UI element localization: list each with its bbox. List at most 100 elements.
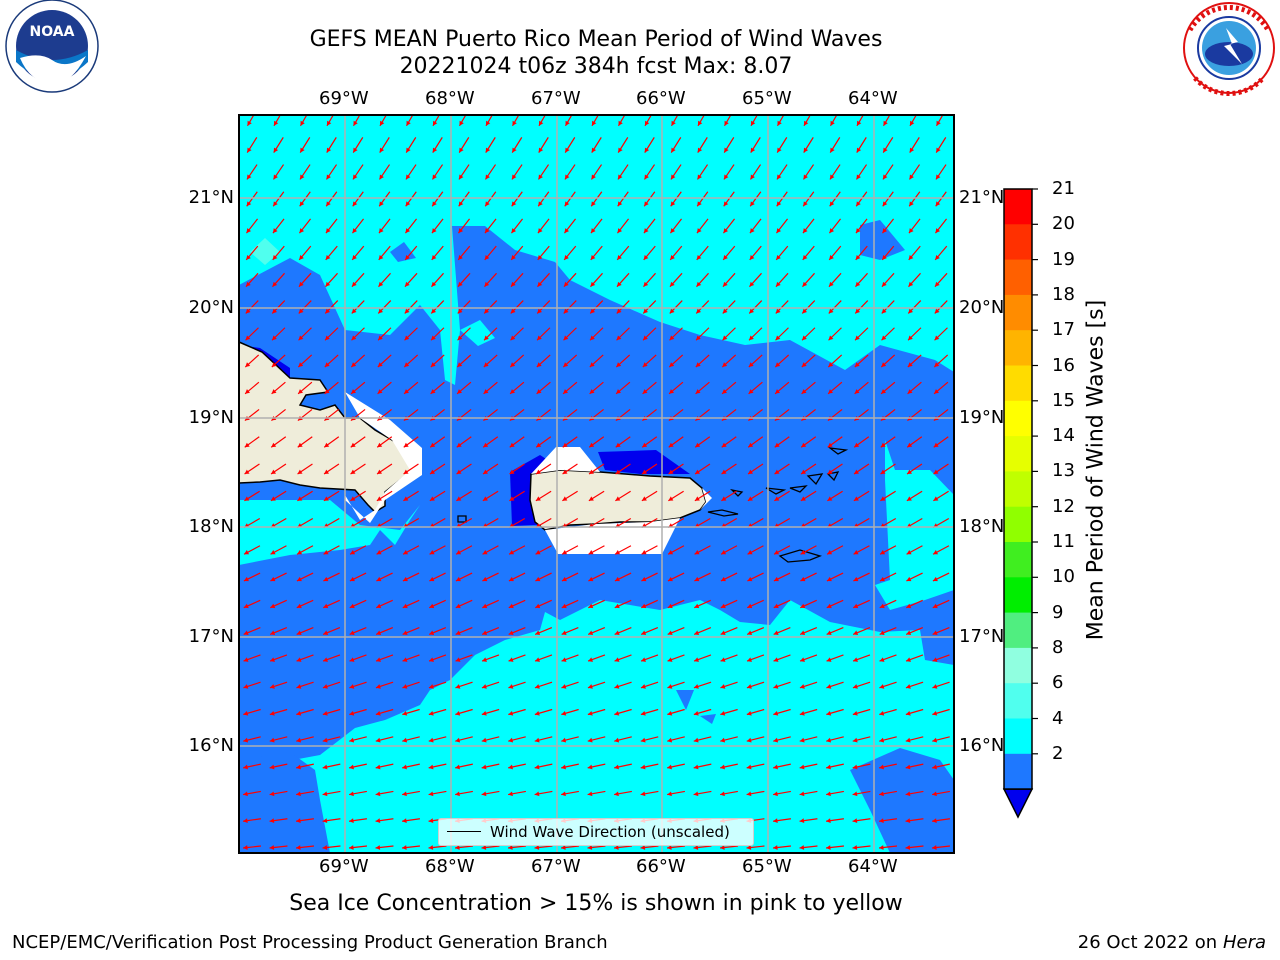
- wind-arrow-head: [800, 657, 805, 662]
- wind-arrow-head: [854, 469, 860, 475]
- wind-arrow-head: [932, 710, 938, 716]
- wind-arrow-head: [323, 603, 329, 609]
- wind-arrow-head: [773, 576, 779, 582]
- ocean-region-mid-patch-3: [390, 242, 416, 262]
- wind-arrow-head: [456, 550, 462, 555]
- wind-arrow-head: [298, 308, 304, 314]
- wind-arrow-head: [856, 201, 861, 207]
- wind-arrow-head: [803, 120, 809, 126]
- wind-arrow-head: [405, 174, 411, 180]
- legend: Wind Wave Direction (unscaled): [438, 818, 754, 846]
- wind-arrow-head: [509, 469, 515, 475]
- wind-arrow-head: [300, 147, 305, 153]
- lon-tick-label: 66°W: [636, 856, 686, 877]
- wind-arrow-head: [697, 147, 703, 153]
- wind-arrow-head: [773, 684, 779, 689]
- wind-arrow-head: [245, 281, 251, 287]
- wind-arrow-head: [828, 389, 834, 394]
- wind-arrow-head: [565, 120, 570, 126]
- wind-arrow-head: [589, 469, 595, 475]
- wind-arrow-head: [773, 764, 778, 770]
- wind-arrow-head: [803, 174, 808, 180]
- wind-arrow-head: [587, 737, 593, 743]
- wind-arrow-head: [720, 576, 726, 582]
- wind-arrow-head: [880, 496, 886, 501]
- wind-arrow-head: [853, 630, 859, 635]
- lat-tick-label: 17°N: [959, 626, 1005, 647]
- wind-arrow-head: [933, 469, 939, 475]
- wind-arrow-head: [747, 657, 752, 662]
- wind-arrow-head: [826, 630, 832, 635]
- wind-arrow-head: [481, 710, 487, 716]
- wind-arrow-head: [459, 120, 464, 126]
- wind-arrow-head: [591, 120, 597, 126]
- wind-arrow-head: [724, 147, 729, 153]
- wind-arrow-head: [669, 335, 675, 341]
- wind-arrow-head: [481, 764, 487, 770]
- wind-arrow-head: [828, 281, 834, 287]
- ocean-region-dark-2: [598, 450, 690, 474]
- wind-arrow-head: [349, 791, 354, 797]
- wind-arrow-head: [325, 254, 331, 260]
- wind-arrow-head: [616, 389, 622, 394]
- wind-arrow-head: [243, 791, 248, 797]
- wind-arrow-head: [297, 550, 303, 555]
- wind-arrow-head: [852, 818, 858, 824]
- wind-arrow-head: [561, 657, 567, 662]
- wind-arrow-head: [351, 335, 357, 341]
- wind-arrow-head: [935, 201, 941, 207]
- wind-arrow-head: [670, 254, 675, 260]
- wind-arrow-head: [722, 362, 728, 368]
- colorbar-band: [1004, 330, 1032, 366]
- wind-arrow-head: [269, 818, 275, 824]
- wind-arrow-head: [934, 362, 940, 368]
- wind-arrow-head: [269, 710, 275, 716]
- wind-arrow-head: [826, 657, 832, 662]
- colorbar-band: [1004, 506, 1032, 543]
- wind-arrow-head: [827, 469, 833, 475]
- wind-arrow-head: [747, 630, 753, 635]
- wind-arrow-head: [720, 737, 726, 743]
- lat-tick-label: 16°N: [188, 735, 234, 756]
- wind-arrow-head: [829, 254, 834, 260]
- wind-arrow-head: [777, 120, 782, 126]
- wind-arrow-head: [800, 603, 806, 609]
- wind-arrow-head: [536, 389, 542, 394]
- wind-arrow-head: [322, 710, 328, 716]
- wind-arrow-head: [561, 791, 566, 797]
- wind-arrow-head: [642, 442, 648, 448]
- colorbar-tick-label: 9: [1052, 601, 1064, 623]
- wind-arrow-head: [375, 845, 381, 850]
- wind-arrow-head: [432, 120, 438, 126]
- wind-arrow-head: [746, 684, 752, 689]
- wind-arrow-head: [614, 603, 620, 609]
- wind-arrow-head: [640, 845, 646, 850]
- wind-arrow-head: [590, 308, 596, 314]
- wind-arrow-head: [881, 335, 887, 341]
- wind-arrow-head: [905, 791, 911, 797]
- wind-arrow-head: [722, 389, 728, 394]
- lat-tick-label: 16°N: [959, 735, 1005, 756]
- wind-arrow-head: [485, 147, 491, 153]
- wind-arrow-head: [431, 281, 437, 287]
- wind-arrow-head: [402, 845, 407, 850]
- wind-arrow-head: [907, 362, 913, 368]
- wind-arrow-head: [644, 120, 650, 126]
- wind-arrow-head: [829, 228, 835, 234]
- wind-arrow-head: [296, 791, 301, 797]
- wind-arrow-head: [693, 845, 699, 850]
- wind-arrow-head: [429, 630, 435, 635]
- wind-arrow-head: [773, 630, 779, 635]
- colorbar-tick-label: 12: [1052, 495, 1075, 517]
- lon-tick-label: 65°W: [742, 88, 792, 109]
- wind-arrow-head: [352, 254, 357, 260]
- wind-arrow-head: [693, 791, 699, 797]
- wind-arrow-head: [670, 174, 676, 180]
- wind-arrow-head: [694, 603, 700, 609]
- wind-arrow-head: [508, 657, 514, 662]
- wind-arrow-head: [826, 845, 831, 850]
- wind-arrow-head: [509, 550, 515, 555]
- wind-arrow-head: [667, 657, 673, 662]
- wind-arrow-head: [669, 389, 675, 394]
- wind-arrow-head: [644, 147, 650, 153]
